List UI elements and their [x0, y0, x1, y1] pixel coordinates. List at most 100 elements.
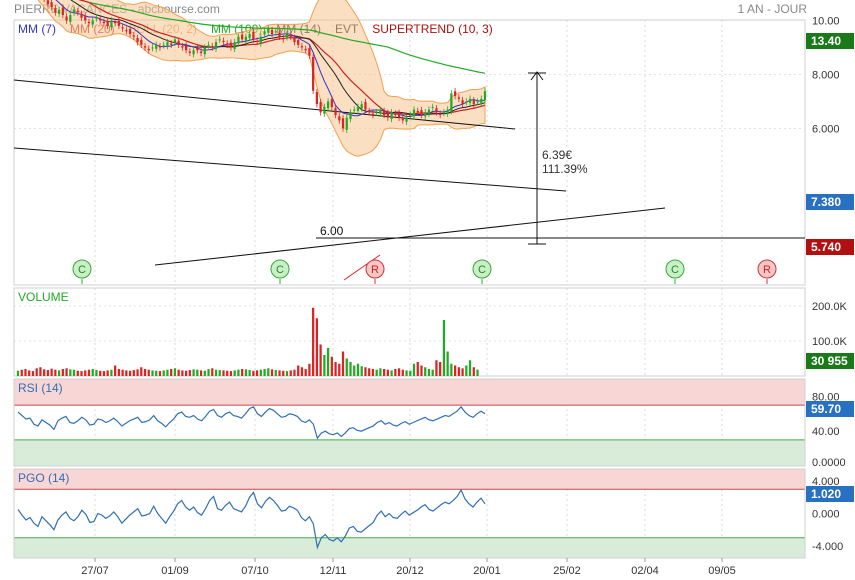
bollinger-band — [37, 0, 486, 157]
x-tick-label: 01/09 — [161, 565, 189, 577]
candle-body — [289, 35, 292, 37]
low-price-label: 6.00 — [320, 224, 344, 238]
volume-bar — [140, 367, 143, 376]
volume-bar — [184, 370, 188, 376]
volume-bar — [360, 366, 363, 376]
candle-body — [424, 112, 427, 117]
candle-body — [297, 39, 300, 45]
candle-body — [214, 42, 218, 49]
candle-body — [435, 108, 438, 113]
candle-body — [267, 28, 270, 33]
candle-body — [353, 109, 356, 111]
candle-body — [383, 110, 386, 115]
volume-bar — [472, 367, 475, 376]
volume-bar — [95, 370, 98, 376]
volume-bar — [401, 369, 404, 376]
candle-body — [114, 21, 117, 24]
volume-bar — [158, 371, 162, 376]
pgo-badge: 1.020 — [811, 487, 841, 501]
candle-body — [233, 42, 236, 49]
mm20-line — [78, 0, 486, 116]
volume-bar — [379, 368, 382, 376]
candle-body — [140, 39, 143, 45]
volume-bar — [31, 371, 35, 376]
candle-body — [91, 20, 94, 25]
candle-body — [255, 40, 259, 43]
volume-bar — [300, 367, 304, 376]
event-marker — [270, 259, 290, 279]
candle-body — [170, 43, 173, 45]
candle-body — [293, 38, 296, 43]
last-price-badge-bg — [806, 194, 854, 210]
candle-body — [401, 119, 404, 121]
candle-body — [300, 46, 304, 48]
volume-bar — [282, 370, 285, 376]
candle-body — [442, 112, 446, 114]
volume-bar — [255, 370, 259, 376]
candle-body — [420, 110, 423, 115]
event-marker — [72, 259, 92, 279]
volume-bar — [270, 369, 274, 376]
legend-item: SUPERTREND (10, 3) — [372, 22, 492, 36]
volume-bar — [214, 369, 218, 376]
volume-bar — [371, 369, 375, 376]
candle-body — [184, 45, 188, 51]
candle-body — [106, 21, 109, 26]
rsi-overbought-zone — [14, 379, 805, 406]
candle-body — [278, 32, 281, 37]
volume-bar — [181, 370, 184, 376]
candle-body — [192, 50, 195, 55]
candle-body — [218, 39, 221, 41]
volume-bar — [237, 369, 240, 376]
volume-bar — [420, 365, 423, 376]
volume-panel-frame — [13, 287, 806, 377]
candle-body — [397, 112, 401, 118]
volume-bar — [203, 370, 206, 376]
candle-body — [226, 43, 229, 45]
candle-body — [468, 98, 472, 103]
candle-body — [136, 38, 139, 43]
volume-bar — [192, 369, 195, 376]
x-tick-label: 25/02 — [553, 565, 581, 577]
volume-bar — [446, 351, 449, 376]
candle-body — [349, 112, 352, 120]
volume-bar — [323, 355, 326, 376]
candle-body — [379, 109, 382, 114]
event-marker — [665, 259, 685, 279]
candle-body — [308, 48, 311, 56]
legend-item: MM (7) — [18, 22, 56, 36]
volume-bar — [450, 363, 453, 376]
candle-body — [259, 36, 262, 44]
volume-bar — [177, 369, 180, 376]
volume-bar — [297, 365, 300, 376]
candle-body — [207, 44, 210, 46]
candle-body — [274, 31, 277, 33]
candle-body — [173, 39, 177, 43]
volume-bar — [241, 369, 244, 376]
rsi-title: RSI (14) — [18, 381, 63, 395]
event-label: C — [276, 264, 284, 276]
volume-bar — [28, 370, 31, 376]
x-tick-label: 20/01 — [473, 565, 501, 577]
candle-body — [199, 51, 203, 53]
candle-body — [483, 91, 487, 101]
candle-body — [334, 108, 337, 115]
candle-body — [155, 44, 158, 49]
volume-bar — [390, 370, 393, 376]
volume-bar — [338, 363, 341, 376]
candle-body — [61, 7, 64, 16]
pgo-tick-label: 0.000 — [812, 509, 840, 521]
candle-body — [121, 27, 124, 29]
volume-bar — [330, 356, 333, 376]
volume-bar — [468, 360, 472, 376]
pgo-tick-label: 4.000 — [812, 476, 840, 488]
volume-bar — [99, 370, 102, 376]
trend-line — [13, 79, 516, 130]
volume-bar — [151, 370, 154, 376]
volume-bar — [91, 369, 94, 376]
candle-body — [427, 109, 431, 114]
volume-bar — [457, 367, 460, 376]
x-tick-label: 20/12 — [396, 565, 424, 577]
volume-badge: 30 955 — [811, 354, 848, 368]
